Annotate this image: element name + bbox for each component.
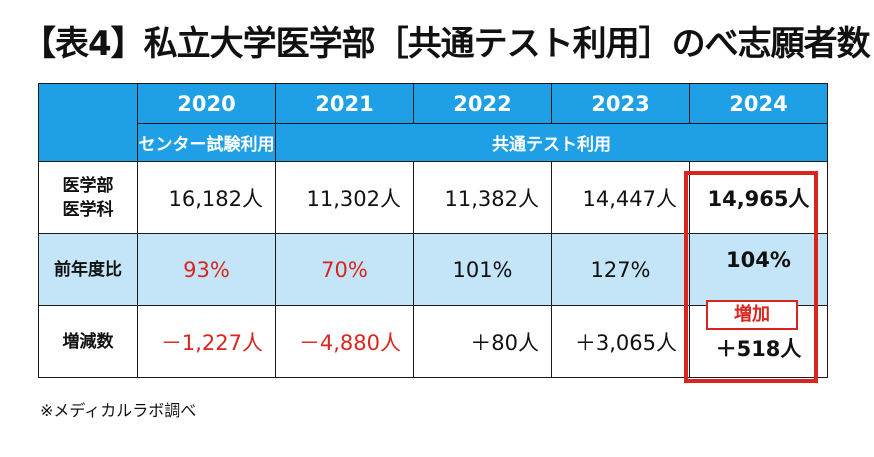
cell-change-2021: －4,880人 [275,305,414,378]
cell-ratio-2022: 101% [413,233,552,306]
cell-applicants-2024: 14,965人 [689,161,828,234]
corner-cell [38,83,138,162]
cell-applicants-2022: 11,382人 [413,161,552,234]
row-label-change: 増減数 [38,305,138,378]
year-header-row: 2020 2021 2022 2023 2024 [38,83,828,162]
increase-badge: 増加 [706,300,798,330]
year-2022: 2022 [413,83,552,124]
cell-ratio-2024: 104% [689,233,828,306]
year-2020: 2020 [137,83,276,124]
cell-applicants-2020: 16,182人 [137,161,276,234]
cell-change-2023: ＋3,065人 [551,305,690,378]
method-header-row: センター試験利用 共通テスト利用 [39,123,828,162]
applicants-table: 2020 2021 2022 2023 2024 センター試験利用 共通テスト利… [38,83,828,378]
row-label-ratio: 前年度比 [38,233,138,306]
footnote: ※メディカルラボ調べ [40,401,197,420]
year-2023: 2023 [551,83,690,124]
cell-applicants-2021: 11,302人 [275,161,414,234]
page-title: 【表4】私立大学医学部［共通テスト利用］のべ志願者数 [22,24,871,64]
row-label-line-2: 医学科 [62,199,114,220]
row-label-applicants: 医学部 医学科 [38,161,138,234]
cell-change-2022: ＋80人 [413,305,552,378]
cell-ratio-2020: 93% [137,233,276,306]
cell-change-2020: －1,227人 [137,305,276,378]
cell-applicants-2023: 14,447人 [551,161,690,234]
cell-ratio-2021: 70% [275,233,414,306]
table-row-applicants: 医学部医学科 16,182人 11,302人 11,382人 14,447人 1… [38,161,828,234]
year-2024: 2024 [689,83,828,124]
year-2021: 2021 [275,83,414,124]
row-label-line-1: 医学部 [62,175,114,196]
method-common-test: 共通テスト利用 [275,123,828,162]
method-center-exam: センター試験利用 [137,123,276,162]
cell-ratio-2023: 127% [551,233,690,306]
table-row-ratio: 前年度比 93% 70% 101% 127% 104% [38,233,828,306]
